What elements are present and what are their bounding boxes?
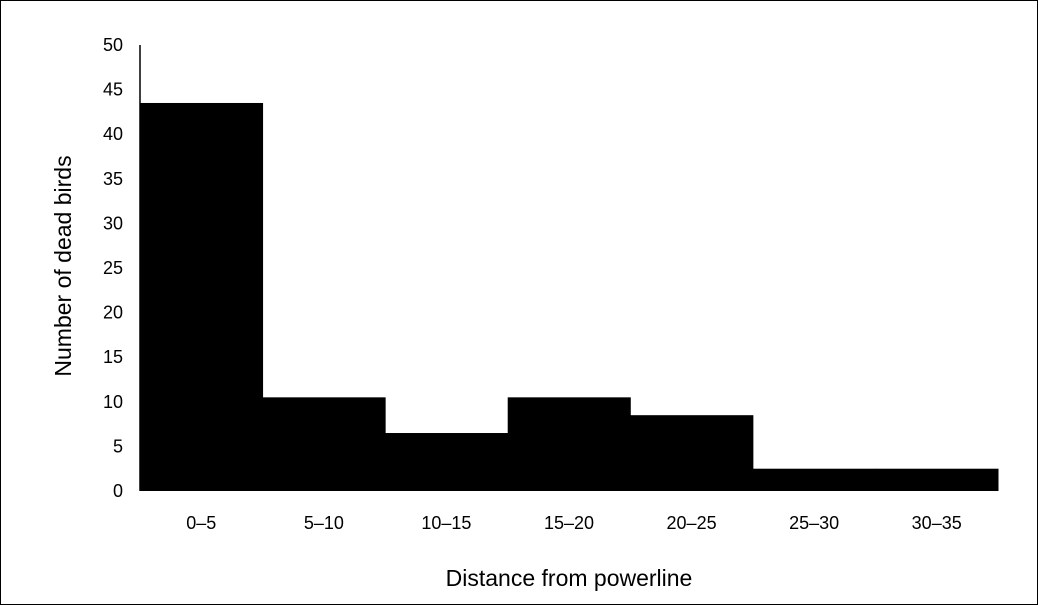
y-tick-label: 25: [103, 258, 123, 278]
x-tick-label: 25–30: [789, 513, 839, 533]
x-tick-labels: 0–5 5–10 10–15 15–20 20–25 25–30 30–35: [186, 513, 961, 533]
x-tick-label: 30–35: [912, 513, 962, 533]
bar-30–35: [875, 468, 999, 491]
y-tick-labels: 0 5 10 15 20 25 30 35 40 45 50: [103, 35, 123, 501]
y-tick-label: 35: [103, 169, 123, 189]
bar-5–10: [262, 397, 386, 491]
x-tick-label: 5–10: [304, 513, 344, 533]
bars-group: [140, 102, 999, 491]
x-tick-label: 0–5: [186, 513, 216, 533]
y-tick-label: 15: [103, 347, 123, 367]
bar-15–20: [507, 397, 631, 491]
bar-20–25: [630, 415, 754, 491]
y-tick-label: 5: [113, 436, 123, 456]
x-axis-label: Distance from powerline: [446, 565, 693, 591]
x-tick-label: 20–25: [667, 513, 717, 533]
bar-25–30: [752, 468, 876, 491]
x-tick-label: 10–15: [421, 513, 471, 533]
y-tick-label: 50: [103, 35, 123, 55]
bar-0–5: [140, 102, 264, 491]
y-tick-label: 40: [103, 124, 123, 144]
y-tick-label: 20: [103, 303, 123, 323]
x-tick-label: 15–20: [544, 513, 594, 533]
y-tick-label: 30: [103, 213, 123, 233]
y-tick-label: 10: [103, 392, 123, 412]
y-tick-label: 0: [113, 481, 123, 501]
y-tick-label: 45: [103, 80, 123, 100]
y-axis-label: Number of dead birds: [50, 155, 76, 376]
bar-10–15: [385, 433, 509, 491]
